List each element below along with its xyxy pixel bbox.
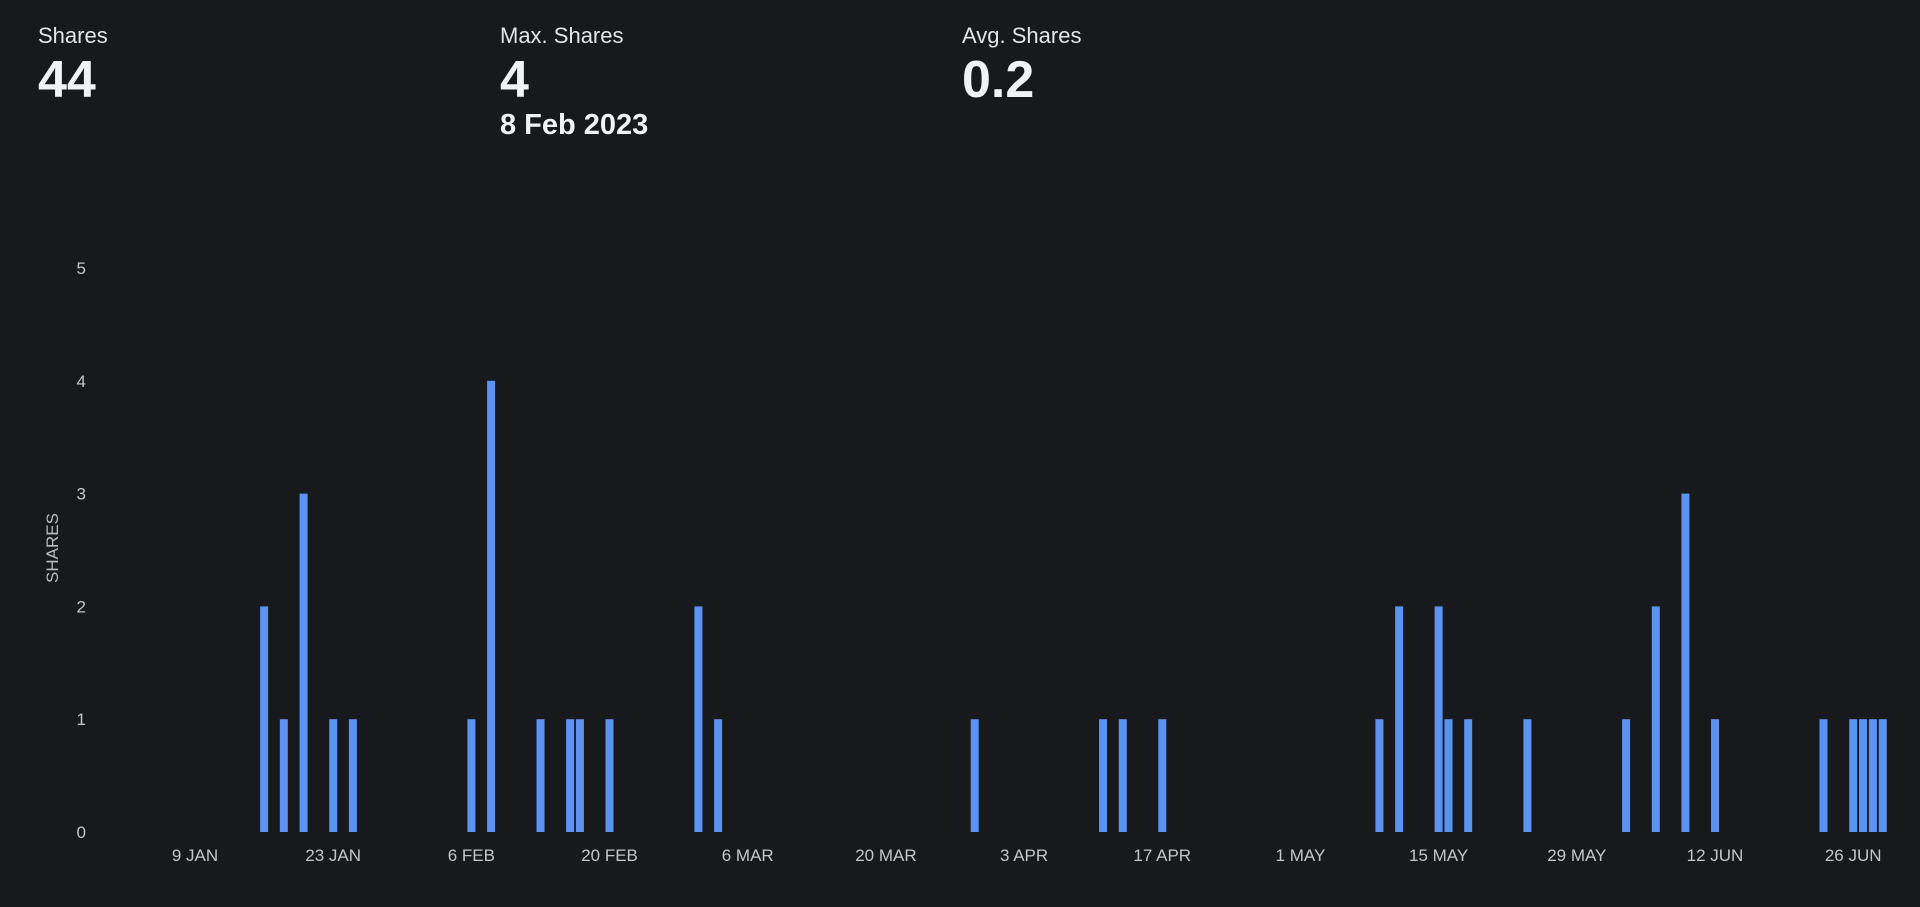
- stat-avg-shares: Avg. Shares 0.2: [962, 22, 1081, 108]
- bar[interactable]: [1118, 719, 1127, 832]
- bar[interactable]: [260, 606, 269, 832]
- bar[interactable]: [1878, 719, 1887, 832]
- bar[interactable]: [694, 606, 703, 832]
- bar[interactable]: [536, 719, 545, 832]
- bars: [260, 380, 1887, 832]
- bar[interactable]: [1375, 719, 1384, 832]
- x-tick-label: 17 APR: [1133, 846, 1191, 865]
- stat-shares-label: Shares: [38, 23, 108, 48]
- bar[interactable]: [1711, 719, 1719, 832]
- y-tick-label: 1: [77, 710, 86, 729]
- bar[interactable]: [1819, 719, 1828, 832]
- x-tick-label: 23 JAN: [305, 846, 361, 865]
- bar[interactable]: [487, 380, 496, 832]
- x-tick-label: 26 JUN: [1825, 846, 1882, 865]
- stat-avg-label: Avg. Shares: [962, 23, 1082, 48]
- x-tick-label: 12 JUN: [1687, 846, 1744, 865]
- x-tick-label: 6 MAR: [722, 846, 774, 865]
- stat-shares-value: 44: [38, 51, 96, 109]
- bar[interactable]: [299, 493, 308, 832]
- x-tick-label: 6 FEB: [448, 846, 495, 865]
- bar[interactable]: [1434, 606, 1443, 832]
- bar[interactable]: [329, 719, 338, 832]
- y-axis-ticks: 0 1 2 3 4 5: [77, 259, 86, 842]
- y-axis-title: SHARES: [43, 513, 62, 583]
- bar[interactable]: [1395, 606, 1404, 832]
- stat-avg-value: 0.2: [962, 51, 1035, 109]
- bar[interactable]: [1464, 719, 1473, 832]
- bar[interactable]: [1681, 493, 1690, 832]
- y-tick-label: 5: [77, 259, 86, 278]
- bar[interactable]: [1099, 719, 1107, 832]
- bar[interactable]: [279, 719, 288, 832]
- bar[interactable]: [566, 719, 575, 832]
- bar[interactable]: [348, 719, 357, 832]
- x-tick-label: 9 JAN: [172, 846, 218, 865]
- bar[interactable]: [1859, 719, 1867, 832]
- stat-max-date: 8 Feb 2023: [500, 109, 649, 141]
- x-tick-label: 15 MAY: [1409, 846, 1468, 865]
- x-tick-label: 3 APR: [1000, 846, 1048, 865]
- summary-stats: Shares 44 Max. Shares 4 8 Feb 2023 Avg. …: [0, 0, 1920, 160]
- y-tick-label: 4: [77, 372, 86, 391]
- bar[interactable]: [1651, 606, 1660, 832]
- bar[interactable]: [1868, 719, 1877, 832]
- x-tick-label: 29 MAY: [1547, 846, 1606, 865]
- stat-max-value: 4: [500, 51, 529, 109]
- bar[interactable]: [605, 719, 614, 832]
- stat-max-label: Max. Shares: [500, 23, 624, 48]
- stat-max-shares: Max. Shares 4 8 Feb 2023: [500, 22, 648, 142]
- x-tick-label: 20 FEB: [581, 846, 638, 865]
- bar[interactable]: [1158, 719, 1167, 832]
- x-tick-label: 1 MAY: [1276, 846, 1326, 865]
- bar[interactable]: [714, 719, 723, 832]
- bar[interactable]: [970, 719, 979, 832]
- y-tick-label: 3: [77, 485, 86, 504]
- y-tick-label: 0: [77, 823, 86, 842]
- bar[interactable]: [1523, 719, 1532, 832]
- bar[interactable]: [467, 719, 476, 832]
- x-tick-label: 20 MAR: [855, 846, 916, 865]
- stat-shares: Shares 44: [38, 22, 108, 108]
- bar[interactable]: [1849, 719, 1858, 832]
- x-axis-ticks: 9 JAN 23 JAN 6 FEB 20 FEB 6 MAR 20 MAR 3 APR 17…: [172, 846, 1882, 865]
- bar[interactable]: [1622, 719, 1631, 832]
- y-tick-label: 2: [77, 597, 86, 616]
- bar[interactable]: [575, 719, 584, 832]
- bar[interactable]: [1444, 719, 1453, 832]
